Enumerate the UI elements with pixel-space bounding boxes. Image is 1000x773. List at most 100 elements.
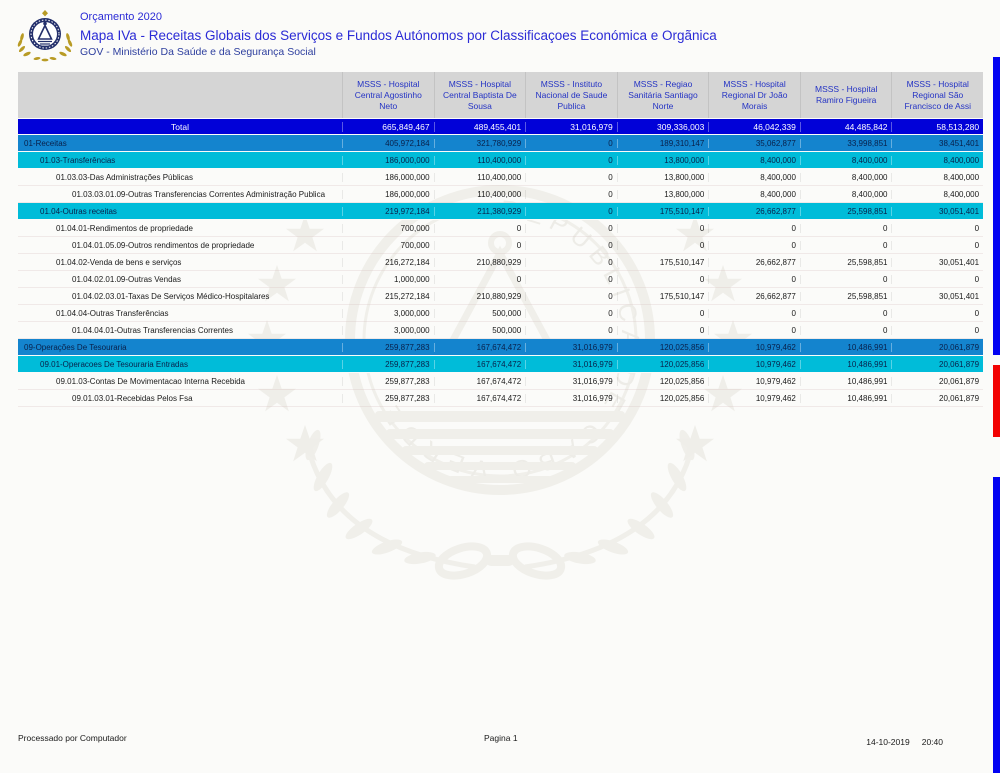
cell-value: 8,400,000 bbox=[799, 172, 892, 182]
cell-value: 26,662,877 bbox=[708, 206, 800, 216]
table-row: 01.03-Transferências 186,000,000 110,400,0… bbox=[18, 152, 983, 169]
cell-value: 0 bbox=[525, 189, 617, 199]
row-label: 01.04.02-Venda de bens e serviços bbox=[56, 257, 182, 267]
cell-value: 215,272,184 bbox=[342, 291, 434, 301]
cell-value: 489,455,401 bbox=[433, 121, 526, 132]
cell-value: 0 bbox=[799, 274, 892, 284]
row-label: 01.03.03.01.09-Outras Transferencias Cor… bbox=[72, 189, 326, 199]
cell-value: 186,000,000 bbox=[342, 172, 434, 182]
cell-value: 10,979,462 bbox=[708, 376, 800, 386]
row-label: 09-Operações De Tesouraria bbox=[24, 342, 127, 352]
column-header: MSSS - Regiao Sanitária Santiago Norte bbox=[616, 72, 709, 118]
cell-value: 175,510,147 bbox=[616, 291, 709, 301]
cell-value: 0 bbox=[525, 138, 617, 148]
cell-value: 0 bbox=[525, 308, 617, 318]
cell-value: 210,880,929 bbox=[433, 291, 526, 301]
cell-value: 13,800,000 bbox=[616, 189, 709, 199]
cell-value: 186,000,000 bbox=[342, 189, 434, 199]
cell-value: 259,877,283 bbox=[342, 376, 434, 386]
cell-value: 0 bbox=[891, 223, 983, 233]
cell-value: 167,674,472 bbox=[433, 359, 526, 369]
row-label: 01.04.01.05.09-Outros rendimentos de pro… bbox=[72, 240, 255, 250]
table-row: 01.03.03-Das Administrações Públicas 186,… bbox=[18, 169, 983, 186]
cell-value: 31,016,979 bbox=[525, 393, 617, 403]
cell-value: 120,025,856 bbox=[616, 376, 709, 386]
cell-value: 665,849,467 bbox=[342, 121, 434, 132]
cell-value: 0 bbox=[616, 308, 709, 318]
column-header: MSSS - Hospital Ramiro Figueira bbox=[799, 72, 892, 118]
cell-value: 110,400,000 bbox=[433, 189, 526, 199]
cell-value: 0 bbox=[891, 240, 983, 250]
table-row: 01-Receitas 405,972,184 321,780,929 0 189,31… bbox=[18, 135, 983, 152]
cell-value: 25,598,851 bbox=[799, 291, 892, 301]
cell-value: 186,000,000 bbox=[342, 155, 434, 165]
cell-value: 321,780,929 bbox=[433, 138, 526, 148]
row-label: 01.04.02.01.09-Outras Vendas bbox=[72, 274, 181, 284]
row-label: 01-Receitas bbox=[24, 138, 67, 148]
cell-value: 10,486,991 bbox=[799, 359, 892, 369]
cell-value: 33,998,851 bbox=[799, 138, 892, 148]
cell-value: 20,061,879 bbox=[891, 376, 983, 386]
row-label: Total bbox=[171, 121, 189, 132]
cell-value: 0 bbox=[708, 308, 800, 318]
footer-date: 14-10-2019 bbox=[866, 737, 910, 747]
cell-value: 0 bbox=[616, 274, 709, 284]
cell-value: 8,400,000 bbox=[799, 155, 892, 165]
cell-value: 20,061,879 bbox=[891, 342, 983, 352]
cell-value: 216,272,184 bbox=[342, 257, 434, 267]
table-row: 09.01-Operacoes De Tesouraria Entradas 25… bbox=[18, 356, 983, 373]
cell-value: 30,051,401 bbox=[891, 291, 983, 301]
cell-value: 259,877,283 bbox=[342, 359, 434, 369]
table-row: 09.01.03.01-Recebidas Pelos Fsa 259,877,2… bbox=[18, 390, 983, 407]
cell-value: 44,485,842 bbox=[799, 121, 892, 132]
row-label: 01.04.04-Outras Transferências bbox=[56, 308, 169, 318]
table-row: 09.01.03-Contas De Movimentacao Interna … bbox=[18, 373, 983, 390]
cell-value: 211,380,929 bbox=[433, 206, 526, 216]
cell-value: 0 bbox=[708, 274, 800, 284]
column-header: MSSS - Hospital Regional São Francisco d… bbox=[891, 72, 983, 118]
footer-time: 20:40 bbox=[921, 737, 943, 747]
cell-value: 0 bbox=[799, 325, 892, 335]
footer-datetime: 14-10-2019 20:40 bbox=[866, 737, 943, 747]
cell-value: 25,598,851 bbox=[799, 206, 892, 216]
cell-value: 3,000,000 bbox=[342, 308, 434, 318]
organization-label: GOV - Ministério Da Saúde e da Segurança… bbox=[80, 46, 316, 58]
cell-value: 3,000,000 bbox=[342, 325, 434, 335]
cell-value: 167,674,472 bbox=[433, 342, 526, 352]
cell-value: 120,025,856 bbox=[616, 393, 709, 403]
cell-value: 26,662,877 bbox=[708, 257, 800, 267]
column-header: MSSS - Hospital Central Agostinho Neto bbox=[342, 72, 434, 118]
row-label: 01.03-Transferências bbox=[40, 155, 116, 165]
cell-value: 8,400,000 bbox=[891, 189, 983, 199]
cell-value: 0 bbox=[525, 155, 617, 165]
cell-value: 30,051,401 bbox=[891, 257, 983, 267]
cell-value: 309,336,003 bbox=[616, 121, 709, 132]
cell-value: 0 bbox=[799, 223, 892, 233]
cell-value: 0 bbox=[525, 240, 617, 250]
cell-value: 0 bbox=[433, 223, 526, 233]
row-label: 01.04.01-Rendimentos de propriedade bbox=[56, 223, 193, 233]
table-row: 01.03.03.01.09-Outras Transferencias Cor… bbox=[18, 186, 983, 203]
cell-value: 0 bbox=[525, 206, 617, 216]
cell-value: 8,400,000 bbox=[708, 172, 800, 182]
table-row: 01.04.01.05.09-Outros rendimentos de pro… bbox=[18, 237, 983, 254]
cell-value: 0 bbox=[433, 240, 526, 250]
column-header: MSSS - Hospital Central Baptista De Sous… bbox=[433, 72, 526, 118]
table-row: 01.04.02.03.01-Taxas De Serviços Médico-… bbox=[18, 288, 983, 305]
cell-value: 20,061,879 bbox=[891, 393, 983, 403]
cell-value: 58,513,280 bbox=[891, 121, 983, 132]
cell-value: 219,972,184 bbox=[342, 206, 434, 216]
footer-page-number: Pagina 1 bbox=[484, 733, 518, 743]
cell-value: 175,510,147 bbox=[616, 257, 709, 267]
edge-bar-blue-bottom bbox=[993, 477, 1000, 773]
table-row: 09-Operações De Tesouraria 259,877,283 167… bbox=[18, 339, 983, 356]
cell-value: 10,486,991 bbox=[799, 376, 892, 386]
cell-value: 0 bbox=[525, 274, 617, 284]
cell-value: 259,877,283 bbox=[342, 393, 434, 403]
cell-value: 110,400,000 bbox=[433, 155, 526, 165]
cell-value: 167,674,472 bbox=[433, 393, 526, 403]
footer-processed-label: Processado por Computador bbox=[18, 733, 127, 743]
cell-value: 10,979,462 bbox=[708, 342, 800, 352]
cell-value: 0 bbox=[891, 308, 983, 318]
